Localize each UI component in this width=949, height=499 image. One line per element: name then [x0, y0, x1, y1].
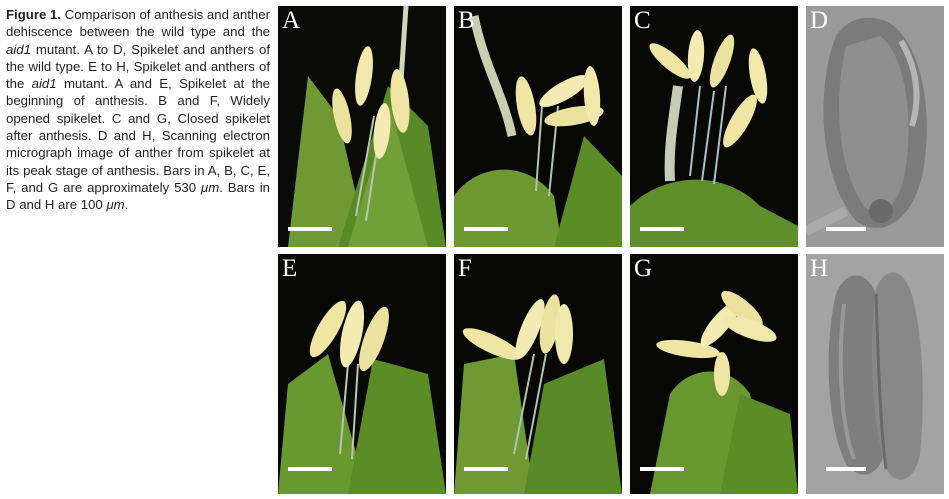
scale-bar — [464, 467, 508, 471]
panel-c: C — [630, 6, 798, 247]
spikelet-photo — [630, 254, 798, 494]
sem-image — [806, 6, 944, 247]
mutant-name: aid1 — [31, 76, 57, 92]
scale-bar — [826, 467, 866, 471]
panel-label-c: C — [634, 7, 651, 34]
panel-label-g: G — [634, 255, 653, 282]
figure-caption: Figure 1. Comparison of anthesis and ant… — [6, 6, 270, 214]
scale-bar — [640, 467, 684, 471]
sem-image — [806, 254, 944, 494]
panel-label-a: A — [282, 7, 301, 34]
caption-text: . Bars in D and H are 100 — [6, 179, 270, 213]
spikelet-photo — [630, 6, 798, 247]
panel-a: A — [278, 6, 446, 247]
panel-label-d: D — [810, 7, 829, 34]
spikelet-photo — [454, 254, 622, 494]
panel-b: B — [454, 6, 622, 247]
scale-bar — [288, 227, 332, 231]
scale-bar — [826, 227, 866, 231]
panel-f: F — [454, 254, 622, 494]
panel-label-h: H — [810, 255, 829, 282]
panel-label-f: F — [458, 255, 472, 282]
panel-label-e: E — [282, 255, 298, 282]
panel-d: D — [806, 6, 944, 247]
unit-symbol: μm — [106, 197, 125, 213]
panel-h: H — [806, 254, 944, 494]
caption-text: Comparison of anthesis and anther dehisc… — [6, 7, 270, 40]
panel-label-b: B — [458, 7, 475, 34]
spikelet-photo — [278, 254, 446, 494]
caption-text: mutant. A to D, Spikelet and anthers of … — [6, 41, 270, 92]
caption-text: mutant. A and E, Spikelet at the beginni… — [6, 76, 270, 195]
spikelet-photo — [454, 6, 622, 247]
figure-label: Figure 1. — [6, 7, 61, 22]
spikelet-photo — [278, 6, 446, 247]
mutant-name: aid1 — [6, 41, 31, 57]
unit-symbol: μm — [200, 179, 220, 195]
scale-bar — [288, 467, 332, 471]
caption-text: . — [124, 197, 129, 213]
panel-g: G — [630, 254, 798, 494]
panel-e: E — [278, 254, 446, 494]
scale-bar — [464, 227, 508, 231]
scale-bar — [640, 227, 684, 231]
